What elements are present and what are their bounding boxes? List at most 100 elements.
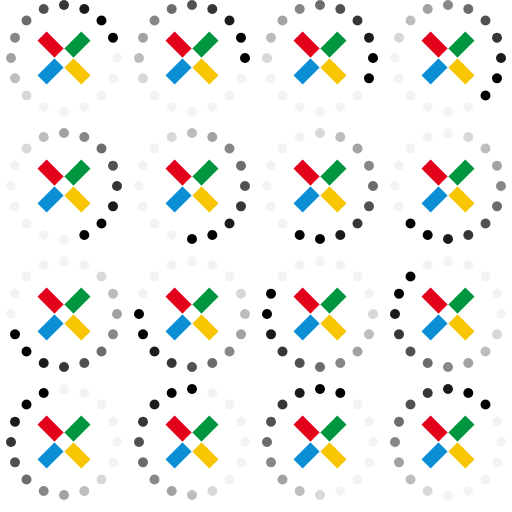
logo-arm-green bbox=[448, 415, 475, 442]
logo-arm-yellow bbox=[320, 58, 347, 85]
spinner-dot bbox=[390, 309, 400, 319]
dotted-ring-spinner-icon bbox=[262, 256, 378, 372]
spinner-dot bbox=[59, 234, 69, 244]
spinner-dot bbox=[352, 399, 363, 410]
spinner-dot bbox=[59, 0, 69, 10]
spinner-dot bbox=[149, 90, 160, 101]
spinner-dot bbox=[405, 218, 416, 229]
spinner-dot bbox=[335, 102, 346, 112]
spinner-dot bbox=[315, 234, 325, 244]
spinner-dot bbox=[207, 132, 218, 142]
logo-arm-green bbox=[192, 287, 219, 314]
logo-arm-red bbox=[293, 415, 320, 442]
spinner-dot bbox=[394, 160, 404, 171]
logo-arm-green bbox=[64, 159, 91, 186]
logo-arm-blue bbox=[165, 58, 192, 85]
spinner-dot bbox=[463, 102, 474, 112]
logo-arm-green bbox=[64, 287, 91, 314]
spinner-dot bbox=[21, 218, 32, 229]
logo-arm-red bbox=[165, 31, 192, 58]
dotted-ring-spinner-icon bbox=[262, 384, 378, 500]
spinner-dot bbox=[335, 230, 346, 240]
spinner-dot bbox=[422, 230, 433, 240]
spinner-frame bbox=[6, 0, 122, 116]
four-arrow-x-logo-icon bbox=[37, 287, 91, 341]
four-arrow-x-logo-icon bbox=[293, 415, 347, 469]
spinner-dot bbox=[59, 384, 69, 394]
logo-arm-blue bbox=[293, 58, 320, 85]
spinner-dot bbox=[368, 181, 378, 191]
spinner-dot bbox=[364, 416, 374, 427]
spinner-dot bbox=[112, 437, 122, 447]
spinner-dot bbox=[394, 201, 404, 212]
spinner-dot bbox=[492, 329, 502, 340]
logo-arm-blue bbox=[293, 314, 320, 341]
spinner-dot bbox=[187, 256, 197, 266]
logo-arm-yellow bbox=[448, 314, 475, 341]
spinner-dot bbox=[463, 230, 474, 240]
logo-arm-yellow bbox=[192, 58, 219, 85]
spinner-dot bbox=[394, 329, 404, 340]
four-arrow-x-logo-icon bbox=[293, 159, 347, 213]
dotted-ring-spinner-icon bbox=[390, 256, 506, 372]
spinner-dot bbox=[112, 53, 122, 63]
spinner-frame bbox=[6, 128, 122, 244]
four-arrow-x-logo-icon bbox=[37, 159, 91, 213]
spinner-dot bbox=[294, 132, 305, 142]
spinner-dot bbox=[134, 309, 144, 319]
spinner-dot bbox=[364, 201, 374, 212]
spinner-dot bbox=[492, 457, 502, 468]
spinner-dot bbox=[352, 143, 363, 154]
logo-arm-red bbox=[293, 159, 320, 186]
spinner-dot bbox=[422, 486, 433, 496]
spinner-dot bbox=[38, 486, 49, 496]
spinner-dot bbox=[149, 474, 160, 485]
spinner-dot bbox=[187, 234, 197, 244]
spinner-dot bbox=[294, 230, 305, 240]
spinner-dot bbox=[236, 288, 246, 299]
logo-arm-yellow bbox=[64, 442, 91, 469]
logo-arm-blue bbox=[37, 442, 64, 469]
spinner-dot bbox=[187, 128, 197, 138]
spinner-dot bbox=[405, 15, 416, 26]
logo-arm-green bbox=[448, 287, 475, 314]
logo-arm-yellow bbox=[64, 186, 91, 213]
logo-arm-green bbox=[192, 159, 219, 186]
dotted-ring-spinner-icon bbox=[262, 128, 378, 244]
spinner-dot bbox=[96, 346, 107, 357]
spinner-dot bbox=[224, 15, 235, 26]
dotted-ring-spinner-icon bbox=[6, 256, 122, 372]
four-arrow-x-logo-icon bbox=[421, 287, 475, 341]
logo-arm-red bbox=[165, 415, 192, 442]
spinner-frame bbox=[6, 384, 122, 500]
spinner-dot bbox=[224, 271, 235, 282]
spinner-dot bbox=[236, 457, 246, 468]
spinner-dot bbox=[492, 32, 502, 43]
spinner-dot bbox=[10, 201, 20, 212]
spinner-dot bbox=[166, 260, 177, 270]
spinner-dot bbox=[480, 271, 491, 282]
spinner-dot bbox=[480, 90, 491, 101]
spinner-dot bbox=[405, 346, 416, 357]
four-arrow-x-logo-icon bbox=[293, 31, 347, 85]
logo-arm-green bbox=[64, 31, 91, 58]
spinner-dot bbox=[496, 53, 506, 63]
logo-arm-red bbox=[421, 415, 448, 442]
spinner-dot bbox=[224, 399, 235, 410]
spinner-dot bbox=[364, 288, 374, 299]
logo-arm-yellow bbox=[448, 58, 475, 85]
spinner-dot bbox=[352, 218, 363, 229]
spinner-frame bbox=[262, 128, 378, 244]
spinner-dot bbox=[96, 474, 107, 485]
spinner-dot bbox=[79, 260, 90, 270]
spinner-dot bbox=[443, 106, 453, 116]
spinner-dot bbox=[266, 457, 276, 468]
spinner-dot bbox=[236, 73, 246, 84]
spinner-dot bbox=[480, 346, 491, 357]
dotted-ring-spinner-icon bbox=[134, 384, 250, 500]
spinner-dot bbox=[422, 132, 433, 142]
spinner-dot bbox=[315, 0, 325, 10]
spinner-dot bbox=[390, 53, 400, 63]
logo-arm-yellow bbox=[320, 314, 347, 341]
